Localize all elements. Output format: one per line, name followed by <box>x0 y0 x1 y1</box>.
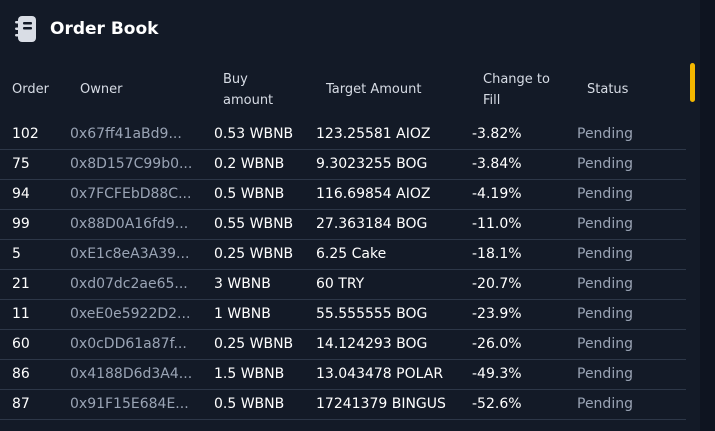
status-text: Pending <box>577 126 633 142</box>
table-row[interactable]: 86 0x4188D6d3A4... 1.5 WBNB 13.043478 POLAR… <box>0 359 686 390</box>
owner-address[interactable]: 0x88D0A16fd9... <box>70 216 189 232</box>
target-amount: 27.363184 BOG <box>316 216 428 232</box>
table-row[interactable]: 99 0x88D0A16fd9... 0.55 WBNB 27.363184 BOG -… <box>0 209 686 240</box>
buy-amount: 0.53 WBNB <box>214 126 294 142</box>
owner-address[interactable]: 0x91F15E684E... <box>70 396 189 412</box>
table-row[interactable]: 11 0xeE0e5922D2... 1 WBNB 55.555555 BOG -23.… <box>0 299 686 330</box>
order-cell: 86 <box>12 366 30 382</box>
buy-amount: 3 WBNB <box>214 276 271 292</box>
change-to-fill: -3.84% <box>472 156 522 172</box>
owner-address[interactable]: 0x4188D6d3A4... <box>70 366 193 382</box>
order-cell: 94 <box>12 186 30 202</box>
target-amount: 55.555555 BOG <box>316 306 428 322</box>
column-header-buy[interactable]: Buy amount <box>223 69 273 111</box>
order-cell: 21 <box>12 276 30 292</box>
status-text: Pending <box>577 216 633 232</box>
order-cell: 5 <box>12 246 21 262</box>
owner-address[interactable]: 0x7FCFEbD88C... <box>70 186 192 202</box>
book-icon <box>14 15 38 43</box>
order-book-panel: Order Book Order Owner Buy amount Target… <box>0 14 686 420</box>
column-header-change-line2: Fill <box>483 93 501 108</box>
column-header-status[interactable]: Status <box>587 82 629 97</box>
buy-amount: 0.25 WBNB <box>214 246 294 262</box>
status-text: Pending <box>577 276 633 292</box>
order-cell: 60 <box>12 336 30 352</box>
status-text: Pending <box>577 156 633 172</box>
change-to-fill: -23.9% <box>472 306 522 322</box>
target-amount: 123.25581 AIOZ <box>316 126 431 142</box>
scrollbar[interactable] <box>686 60 696 431</box>
order-cell: 99 <box>12 216 30 232</box>
owner-address[interactable]: 0xd07dc2ae65... <box>70 276 188 292</box>
target-amount: 9.3023255 BOG <box>316 156 428 172</box>
change-to-fill: -20.7% <box>472 276 522 292</box>
status-text: Pending <box>577 336 633 352</box>
table-row[interactable]: 5 0xE1c8eA3A39... 0.25 WBNB 6.25 Cake -18.1%… <box>0 239 686 270</box>
change-to-fill: -3.82% <box>472 126 522 142</box>
target-amount: 116.69854 AIOZ <box>316 186 431 202</box>
status-text: Pending <box>577 306 633 322</box>
owner-address[interactable]: 0xE1c8eA3A39... <box>70 246 190 262</box>
column-header-buy-line2: amount <box>223 93 274 108</box>
target-amount: 6.25 Cake <box>316 246 387 262</box>
panel-header: Order Book <box>14 14 158 44</box>
buy-amount: 0.25 WBNB <box>214 336 294 352</box>
owner-address[interactable]: 0x8D157C99b0... <box>70 156 193 172</box>
status-text: Pending <box>577 186 633 202</box>
page-title: Order Book <box>50 19 159 39</box>
order-cell: 11 <box>12 306 30 322</box>
change-to-fill: -26.0% <box>472 336 522 352</box>
status-text: Pending <box>577 396 633 412</box>
change-to-fill: -49.3% <box>472 366 522 382</box>
table-row[interactable]: 21 0xd07dc2ae65... 3 WBNB 60 TRY -20.7% Pendi… <box>0 269 686 300</box>
target-amount: 14.124293 BOG <box>316 336 428 352</box>
buy-amount: 0.2 WBNB <box>214 156 285 172</box>
buy-amount: 0.5 WBNB <box>214 396 285 412</box>
status-text: Pending <box>577 366 633 382</box>
column-header-change[interactable]: Change to Fill <box>483 69 550 111</box>
window-edge <box>700 0 715 431</box>
table-row[interactable]: 75 0x8D157C99b0... 0.2 WBNB 9.3023255 BOG -3… <box>0 149 686 180</box>
owner-address[interactable]: 0xeE0e5922D2... <box>70 306 191 322</box>
column-header-target[interactable]: Target Amount <box>326 82 422 97</box>
column-header-order[interactable]: Order <box>12 82 49 97</box>
table-row[interactable]: 94 0x7FCFEbD88C... 0.5 WBNB 116.69854 AIOZ -… <box>0 179 686 210</box>
buy-amount: 0.5 WBNB <box>214 186 285 202</box>
target-amount: 17241379 BINGUS <box>316 396 446 412</box>
change-to-fill: -18.1% <box>472 246 522 262</box>
target-amount: 13.043478 POLAR <box>316 366 444 382</box>
column-header-buy-line1: Buy <box>223 72 248 87</box>
owner-address[interactable]: 0x67ff41aBd9... <box>70 126 182 142</box>
order-cell: 75 <box>12 156 30 172</box>
table-row[interactable]: 60 0x0cDD61a87f... 0.25 WBNB 14.124293 BOG -… <box>0 329 686 360</box>
change-to-fill: -52.6% <box>472 396 522 412</box>
buy-amount: 0.55 WBNB <box>214 216 294 232</box>
buy-amount: 1.5 WBNB <box>214 366 285 382</box>
table-row[interactable]: 102 0x67ff41aBd9... 0.53 WBNB 123.25581 AIO… <box>0 119 686 150</box>
owner-address[interactable]: 0x0cDD61a87f... <box>70 336 187 352</box>
scrollbar-thumb[interactable] <box>690 63 695 102</box>
order-cell: 102 <box>12 126 39 142</box>
change-to-fill: -4.19% <box>472 186 522 202</box>
status-text: Pending <box>577 246 633 262</box>
change-to-fill: -11.0% <box>472 216 522 232</box>
order-cell: 87 <box>12 396 30 412</box>
target-amount: 60 TRY <box>316 276 365 292</box>
column-header-change-line1: Change to <box>483 72 550 87</box>
column-header-owner[interactable]: Owner <box>80 82 123 97</box>
table-row[interactable]: 87 0x91F15E684E... 0.5 WBNB 17241379 BINGUS… <box>0 389 686 420</box>
buy-amount: 1 WBNB <box>214 306 271 322</box>
